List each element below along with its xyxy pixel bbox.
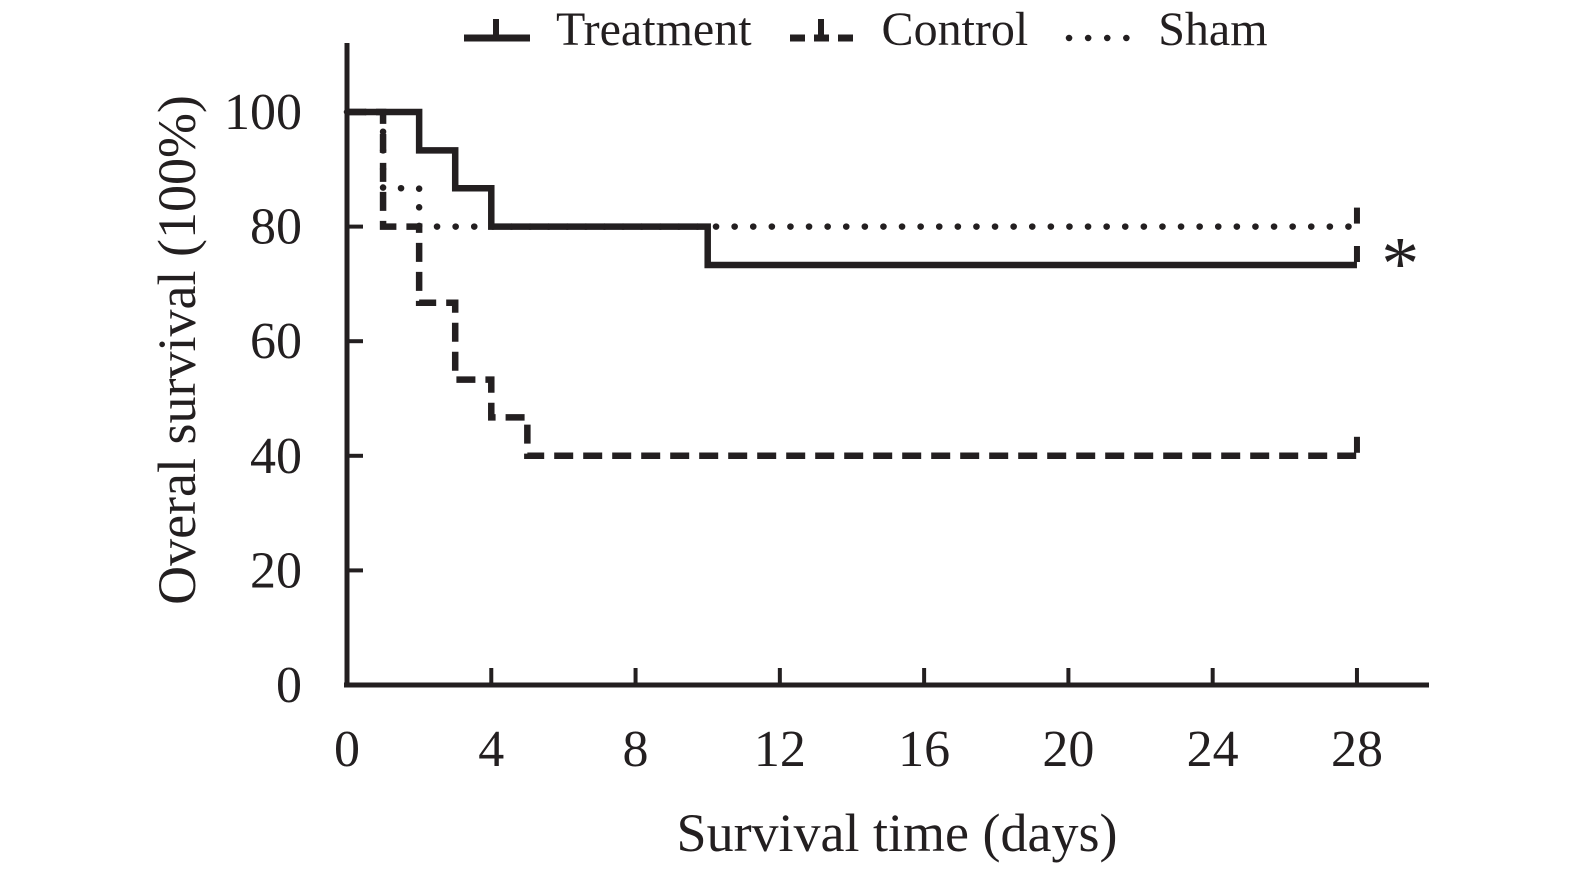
series-treatment xyxy=(347,108,1357,269)
control-dashed-line-icon xyxy=(789,19,856,42)
sham-dotted-line-icon xyxy=(1065,34,1135,42)
x-tick-label: 4 xyxy=(478,721,504,778)
series-control xyxy=(347,108,1357,460)
treatment-solid-line-icon xyxy=(464,19,530,42)
y-tick-label: 80 xyxy=(250,199,302,256)
x-tick-label: 0 xyxy=(334,721,360,778)
x-tick-label: 8 xyxy=(623,721,649,778)
significance-asterisk: * xyxy=(1381,222,1419,306)
y-tick-label: 100 xyxy=(224,84,302,141)
legend-label-sham: Sham xyxy=(1158,3,1268,57)
x-tick-label: 24 xyxy=(1187,721,1239,778)
x-tick-label: 20 xyxy=(1042,721,1094,778)
x-tick-label: 12 xyxy=(754,721,806,778)
legend-item-treatment: Treatment xyxy=(462,2,752,58)
y-tick-label: 20 xyxy=(250,542,302,599)
y-tick-label: 0 xyxy=(276,657,302,714)
legend-item-sham: Sham xyxy=(1064,2,1268,58)
x-tick-label: 16 xyxy=(898,721,950,778)
legend-label-treatment: Treatment xyxy=(556,3,752,57)
x-axis-title: Survival time (days) xyxy=(676,803,1118,863)
legend: Treatment Control Sham xyxy=(462,2,1268,58)
y-tick-label: 60 xyxy=(250,313,302,370)
series-sham xyxy=(343,108,1361,230)
legend-item-control: Control xyxy=(788,2,1029,58)
legend-label-control: Control xyxy=(881,3,1029,57)
x-tick-label: 28 xyxy=(1331,721,1383,778)
y-tick-label: 40 xyxy=(250,428,302,485)
y-axis-title: Overal survival (100%) xyxy=(147,95,207,605)
